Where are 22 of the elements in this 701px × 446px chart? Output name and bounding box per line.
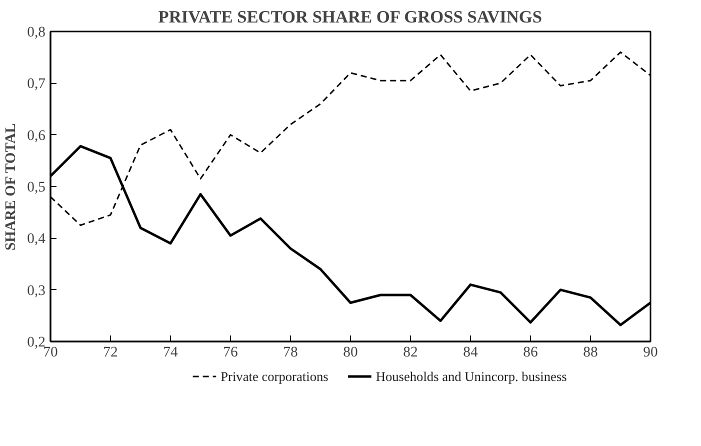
- y-tick-label: 0,7: [27, 76, 46, 92]
- x-tick-label: 70: [43, 344, 58, 360]
- x-tick-label: 84: [463, 344, 478, 360]
- y-axis-title: SHARE OF TOTAL: [3, 123, 20, 251]
- x-tick-label: 88: [583, 344, 598, 360]
- legend-label: Private corporations: [220, 369, 328, 384]
- y-tick-label: 0,4: [27, 231, 46, 248]
- legend-label: Households and Unincorp. business: [376, 369, 567, 384]
- x-tick-label: 74: [163, 344, 178, 360]
- x-tick-label: 80: [343, 344, 358, 360]
- y-tick-label: 0,2: [27, 334, 46, 350]
- y-tick-label: 0,5: [27, 180, 46, 196]
- y-tick-label: 0,3: [27, 282, 46, 299]
- x-tick-label: 72: [103, 344, 118, 360]
- chart-title: PRIVATE SECTOR SHARE OF GROSS SAVINGS: [158, 8, 542, 26]
- x-tick-label: 82: [403, 344, 418, 360]
- y-tick-label: 0,8: [27, 24, 46, 40]
- x-tick-label: 78: [283, 344, 298, 360]
- x-tick-label: 90: [643, 344, 658, 360]
- y-tick-label: 0,6: [27, 128, 46, 144]
- x-tick-label: 86: [523, 344, 538, 360]
- x-tick-label: 76: [223, 344, 238, 360]
